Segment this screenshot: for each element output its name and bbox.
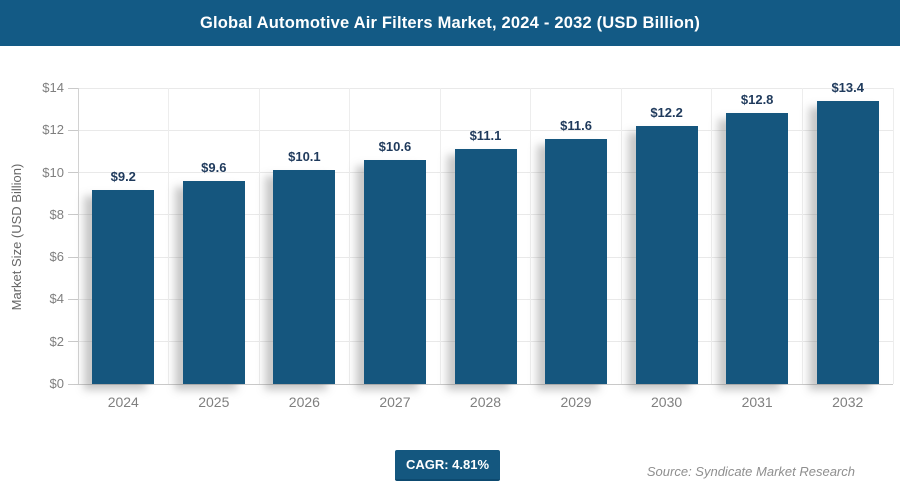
bar-value-label: $12.2	[650, 105, 683, 121]
gridline-vertical	[892, 88, 894, 384]
bar-value-label: $11.6	[560, 117, 592, 133]
x-axis-line	[78, 383, 893, 385]
gridline-vertical	[530, 88, 532, 384]
y-axis-tick	[68, 129, 78, 131]
gridline-vertical	[711, 88, 713, 384]
bar-2030	[635, 126, 698, 384]
bar-value-label: $13.4	[831, 79, 864, 95]
x-axis-label: 2032	[832, 394, 864, 410]
y-axis-tick	[68, 383, 78, 385]
y-tick-label: $4	[49, 291, 64, 307]
x-axis-label: 2025	[198, 394, 230, 410]
y-tick-label: $2	[49, 333, 64, 349]
bar-2026	[273, 170, 336, 384]
y-axis-tick	[68, 87, 78, 89]
gridline-vertical	[349, 88, 351, 384]
y-tick-label: $6	[49, 249, 64, 265]
y-tick-label: $8	[49, 206, 64, 222]
gridline-vertical	[258, 88, 260, 384]
bar-value-label: $9.6	[201, 160, 227, 176]
y-tick-label: $0	[49, 376, 64, 391]
bar-2027	[363, 159, 426, 384]
bar-2032	[816, 100, 879, 384]
x-axis-label: 2029	[560, 394, 592, 410]
gridline-vertical	[168, 88, 170, 384]
gridline-vertical	[620, 88, 622, 384]
x-axis-label: 2031	[741, 394, 773, 410]
x-axis-label: 2030	[651, 394, 683, 410]
y-axis-tick	[68, 256, 78, 258]
y-axis-tick	[68, 341, 78, 343]
bar-2028	[454, 149, 517, 384]
bar-value-label: $9.2	[110, 168, 136, 184]
cagr-badge-label: CAGR: 4.81%	[405, 457, 490, 472]
y-axis-tick	[68, 172, 78, 174]
gridline-horizontal	[78, 129, 893, 131]
y-tick-label: $10	[42, 164, 64, 180]
source-attribution: Source: Syndicate Market Research	[646, 464, 855, 479]
bar-value-label: $11.1	[469, 128, 502, 144]
y-tick-label: $14	[42, 80, 64, 95]
bar-2031	[726, 113, 789, 384]
x-axis-label: 2024	[107, 394, 139, 410]
y-axis-tick	[68, 298, 78, 300]
y-tick-label: $12	[42, 122, 64, 138]
bar-2025	[182, 181, 245, 384]
bar-2029	[545, 138, 608, 384]
bar-value-label: $12.8	[740, 92, 774, 108]
cagr-badge: CAGR: 4.81%	[395, 450, 500, 481]
y-axis-line	[77, 88, 79, 384]
x-axis-label: 2026	[288, 394, 320, 410]
x-axis-label: 2028	[469, 394, 502, 410]
gridline-horizontal	[78, 87, 893, 89]
x-axis-label: 2027	[379, 394, 411, 410]
bar-2024	[92, 189, 155, 384]
plot-area: $9.2 $9.6 $10.1 $10.6 $11.1 $11.6 $12.2 $12.8 $1…	[68, 80, 894, 385]
chart-title: Global Automotive Air Filters Market, 20…	[199, 13, 701, 32]
y-axis-tick	[68, 214, 78, 216]
chart-title-bar: Global Automotive Air Filters Market, 20…	[0, 0, 900, 46]
gridline-vertical	[801, 88, 803, 384]
gridline-vertical	[439, 88, 441, 384]
bar-value-label: $10.1	[288, 149, 321, 165]
bar-value-label: $10.6	[378, 138, 412, 154]
